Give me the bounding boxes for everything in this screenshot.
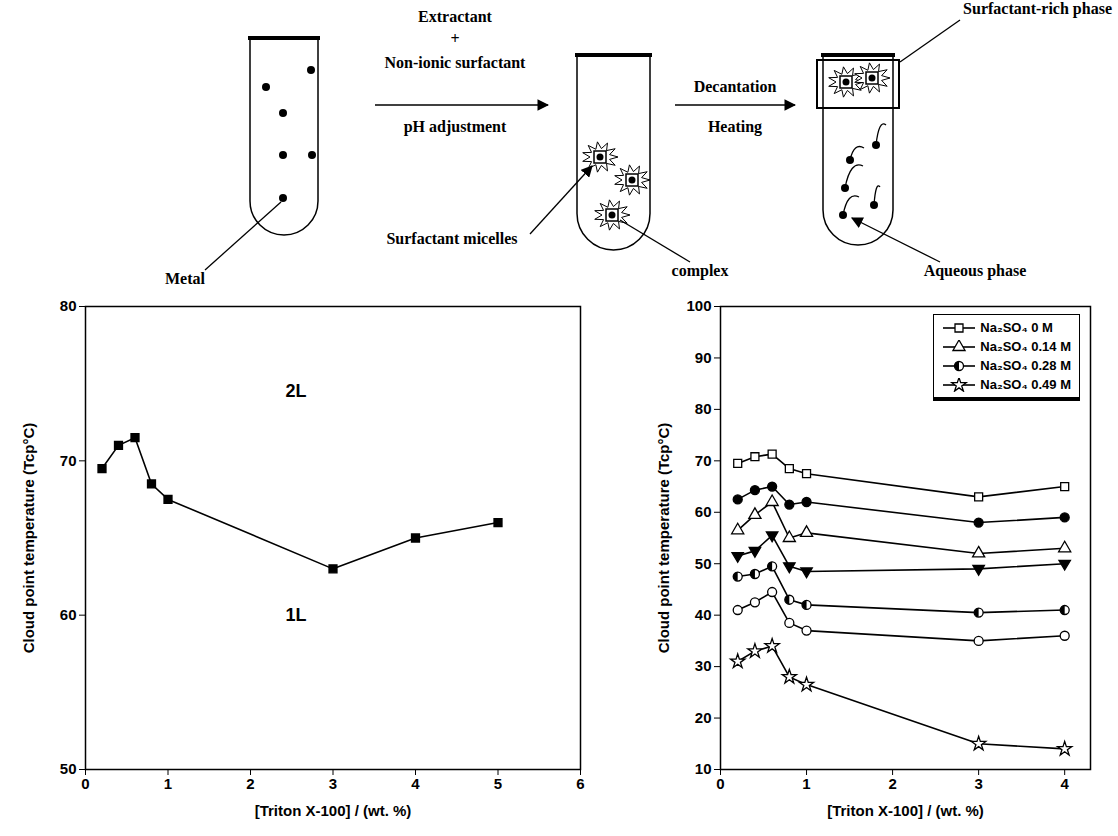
html-text:Na₂SO₄ 0.49 M: Na₂SO₄ 0.49 M (980, 377, 1071, 392)
svg-text:pH adjustment: pH adjustment (404, 118, 507, 136)
svg-text:50: 50 (695, 555, 712, 572)
svg-text:1: 1 (802, 775, 810, 792)
svg-text:60: 60 (60, 606, 77, 623)
svg-text:Metal: Metal (165, 270, 206, 287)
svg-text:1L: 1L (285, 605, 306, 625)
html-text:Na₂SO₄ 0.28 M: Na₂SO₄ 0.28 M (980, 358, 1071, 373)
svg-text:1: 1 (164, 775, 172, 792)
svg-text:20: 20 (695, 709, 712, 726)
svg-text:100: 100 (686, 297, 711, 314)
svg-text:80: 80 (695, 400, 712, 417)
svg-text:Aqueous phase: Aqueous phase (924, 262, 1027, 280)
svg-text:4: 4 (1061, 775, 1070, 792)
svg-text:90: 90 (695, 349, 712, 366)
svg-text:[Triton X-100] / (wt. %): [Triton X-100] / (wt. %) (255, 802, 412, 819)
svg-text:3: 3 (974, 775, 982, 792)
svg-text:6: 6 (576, 775, 584, 792)
svg-text:50: 50 (60, 760, 77, 777)
svg-text:Heating: Heating (708, 118, 762, 136)
svg-text:3: 3 (329, 775, 337, 792)
svg-text:0: 0 (81, 775, 89, 792)
svg-text:40: 40 (695, 606, 712, 623)
svg-text:2: 2 (888, 775, 896, 792)
svg-text:+: + (450, 30, 459, 47)
svg-text:Surfactant micelles: Surfactant micelles (386, 230, 517, 247)
svg-text:70: 70 (695, 452, 712, 469)
svg-text:0: 0 (716, 775, 724, 792)
svg-text:complex: complex (672, 262, 729, 280)
svg-text:Surfactant-rich phase: Surfactant-rich phase (963, 0, 1112, 18)
svg-text:Decantation: Decantation (694, 78, 777, 95)
svg-text:2: 2 (246, 775, 254, 792)
svg-text:Cloud point temperature (Tcp°C: Cloud point temperature (Tcp°C) (20, 423, 37, 654)
svg-text:60: 60 (695, 503, 712, 520)
svg-text:Extractant: Extractant (418, 8, 492, 25)
svg-text:2L: 2L (285, 381, 306, 401)
svg-text:10: 10 (695, 760, 712, 777)
svg-text:5: 5 (494, 775, 502, 792)
svg-text:70: 70 (60, 452, 77, 469)
svg-text:Non-ionic surfactant: Non-ionic surfactant (385, 54, 527, 71)
svg-text:[Triton X-100] / (wt. %): [Triton X-100] / (wt. %) (827, 802, 984, 819)
svg-text:Cloud point temperature (Tcp°C: Cloud point temperature (Tcp°C) (655, 423, 672, 654)
html-text:Na₂SO₄ 0.14 M: Na₂SO₄ 0.14 M (980, 339, 1071, 354)
html-text:Na₂SO₄ 0 M: Na₂SO₄ 0 M (980, 320, 1053, 335)
svg-text:4: 4 (411, 775, 420, 792)
svg-text:80: 80 (60, 297, 77, 314)
svg-text:30: 30 (695, 657, 712, 674)
